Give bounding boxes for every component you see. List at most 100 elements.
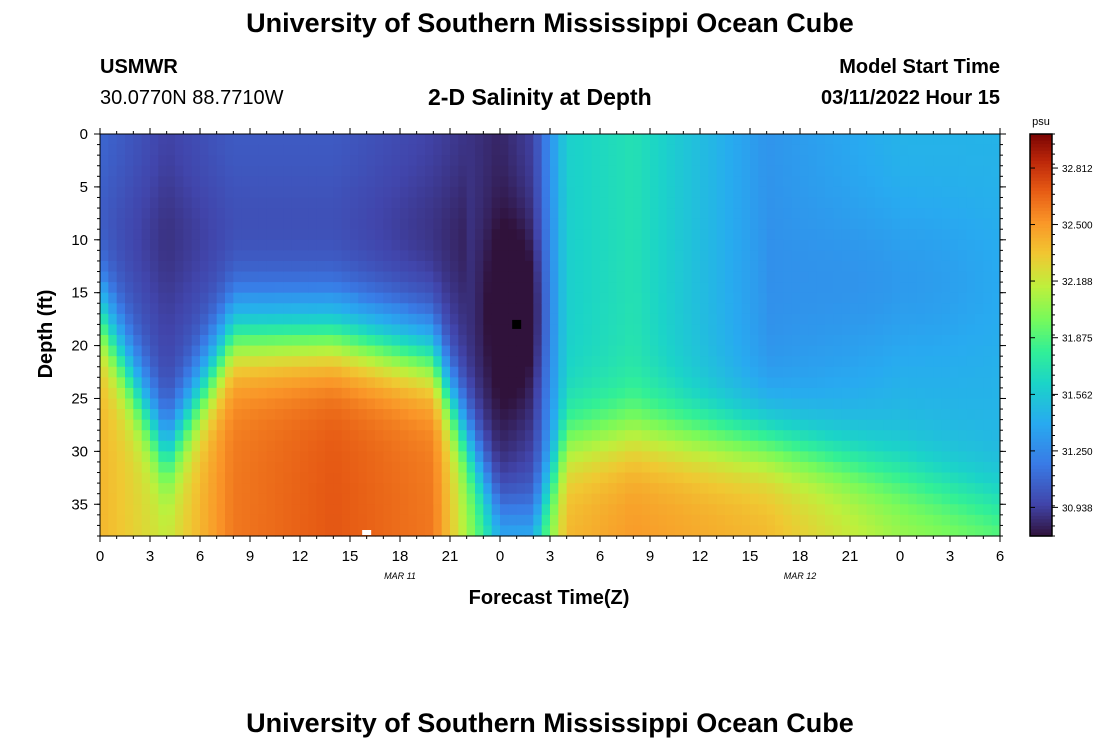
- heatmap-cell: [966, 335, 976, 347]
- heatmap-cell: [325, 303, 334, 315]
- colorbar-tick-label: 32.812: [1062, 164, 1093, 175]
- heatmap-cell: [783, 208, 793, 220]
- heatmap-cell: [591, 324, 601, 336]
- heatmap-cell: [116, 514, 126, 527]
- heatmap-cell: [458, 313, 468, 326]
- heatmap-cell: [316, 292, 326, 304]
- heatmap-cell: [366, 229, 376, 241]
- heatmap-cell: [508, 155, 518, 167]
- heatmap-cell: [725, 366, 734, 378]
- heatmap-cell: [766, 155, 776, 167]
- heatmap-cell: [516, 493, 526, 505]
- heatmap-cell: [725, 229, 734, 241]
- heatmap-cell: [966, 366, 976, 378]
- heatmap-cell: [591, 398, 601, 410]
- colorbar-segment: [1030, 479, 1052, 483]
- heatmap-cell: [266, 260, 276, 273]
- heatmap-cell: [400, 144, 409, 156]
- heatmap-cell: [641, 504, 651, 516]
- heatmap-cell: [208, 282, 218, 294]
- heatmap-cell: [358, 229, 368, 241]
- heatmap-cell: [908, 176, 918, 188]
- heatmap-cell: [333, 324, 343, 336]
- heatmap-cell: [700, 218, 709, 230]
- heatmap-cell: [550, 335, 559, 347]
- heatmap-cell: [591, 250, 601, 262]
- heatmap-cell: [950, 419, 959, 431]
- heatmap-cell: [183, 514, 193, 527]
- heatmap-cell: [391, 504, 401, 516]
- heatmap-cell: [358, 461, 368, 474]
- heatmap-cell: [475, 525, 484, 537]
- heatmap-cell: [608, 335, 618, 347]
- heatmap-cell: [891, 461, 901, 474]
- heatmap-cell: [108, 186, 118, 199]
- colorbar-segment: [1030, 448, 1052, 453]
- heatmap-cell: [658, 229, 668, 241]
- heatmap-cell: [891, 313, 901, 326]
- heatmap-cell: [533, 218, 543, 230]
- heatmap-cell: [808, 440, 818, 452]
- heatmap-cell: [441, 144, 451, 156]
- heatmap-cell: [691, 134, 701, 146]
- heatmap-cell: [400, 165, 409, 177]
- heatmap-cell: [516, 398, 526, 410]
- heatmap-cell: [108, 208, 118, 220]
- heatmap-cell: [141, 419, 151, 431]
- y-tick-label: 30: [71, 443, 88, 460]
- heatmap-cell: [975, 260, 984, 273]
- colorbar-segment: [1030, 207, 1052, 212]
- heatmap-cell: [416, 366, 426, 378]
- heatmap-cell: [916, 260, 926, 273]
- heatmap-cell: [500, 387, 509, 400]
- heatmap-cell: [608, 313, 618, 326]
- heatmap-cell: [616, 345, 626, 357]
- heatmap-cell: [291, 239, 301, 251]
- heatmap-cell: [683, 208, 693, 220]
- heatmap-cell: [408, 229, 418, 241]
- heatmap-cell: [666, 239, 676, 251]
- heatmap-cell: [625, 472, 634, 484]
- heatmap-cell: [225, 483, 234, 495]
- heatmap-cell: [541, 303, 551, 315]
- heatmap-cell: [325, 398, 334, 410]
- heatmap-cell: [775, 440, 784, 452]
- colorbar-segment: [1030, 261, 1052, 266]
- heatmap-cell: [708, 303, 718, 315]
- heatmap-cell: [891, 377, 901, 389]
- heatmap-cell: [508, 335, 518, 347]
- heatmap-cell: [475, 176, 484, 188]
- heatmap-cell: [733, 493, 743, 505]
- heatmap-cell: [600, 271, 609, 283]
- heatmap-cell: [733, 398, 743, 410]
- heatmap-cell: [341, 303, 351, 315]
- heatmap-cell: [983, 176, 993, 188]
- heatmap-cell: [433, 208, 443, 220]
- colorbar-segment: [1030, 351, 1052, 356]
- heatmap-cell: [583, 430, 593, 442]
- colorbar-segment: [1030, 408, 1052, 413]
- heatmap-cell: [141, 366, 151, 378]
- heatmap-cell: [875, 409, 884, 421]
- heatmap-cell: [150, 186, 159, 199]
- heatmap-cell: [341, 345, 351, 357]
- heatmap-cell: [650, 419, 659, 431]
- heatmap-cell: [408, 377, 418, 389]
- heatmap-cell: [933, 292, 943, 304]
- heatmap-cell: [941, 430, 951, 442]
- heatmap-cell: [850, 208, 859, 220]
- heatmap-cell: [916, 366, 926, 378]
- heatmap-cell: [991, 345, 1001, 357]
- heatmap-cell: [400, 208, 409, 220]
- heatmap-cell: [141, 229, 151, 241]
- heatmap-cell: [675, 176, 684, 188]
- heatmap-cell: [816, 250, 826, 262]
- heatmap-cell: [741, 493, 751, 505]
- heatmap-cell: [625, 356, 634, 368]
- heatmap-cell: [233, 419, 243, 431]
- heatmap-cell: [333, 155, 343, 167]
- heatmap-cell: [808, 165, 818, 177]
- heatmap-cell: [200, 271, 209, 283]
- heatmap-cell: [858, 451, 868, 463]
- heatmap-cell: [966, 208, 976, 220]
